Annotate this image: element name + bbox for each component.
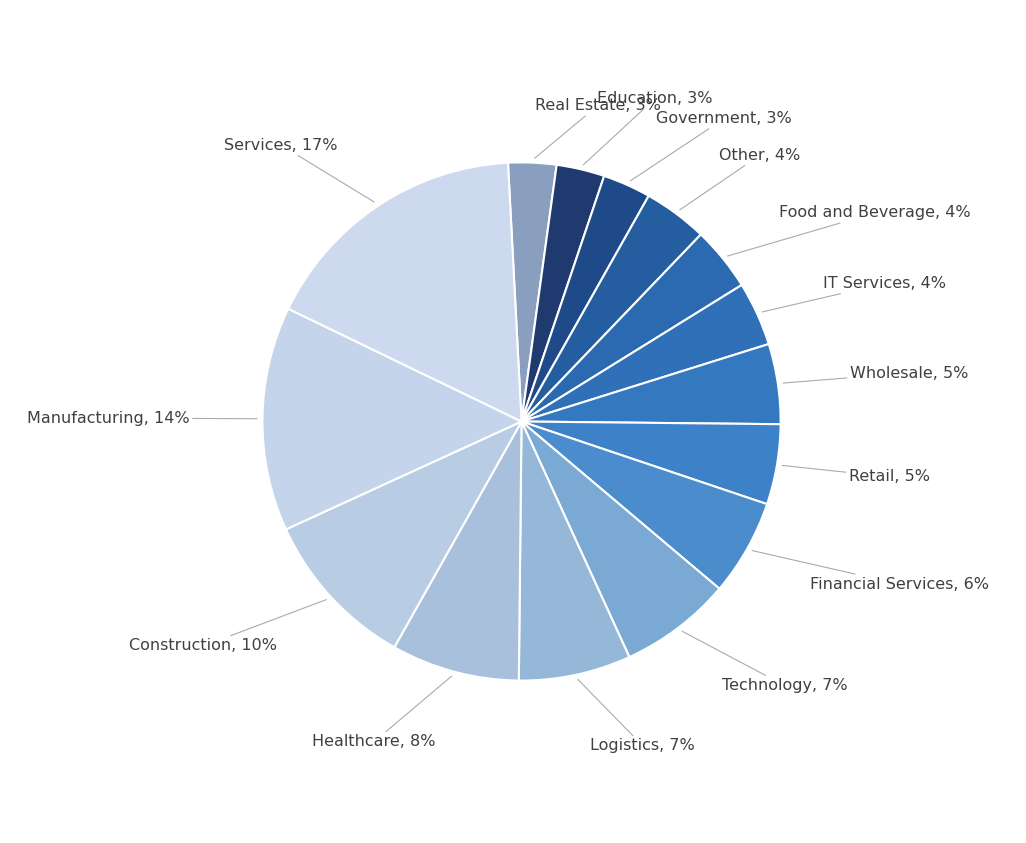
- Text: Healthcare, 8%: Healthcare, 8%: [312, 676, 451, 749]
- Text: Construction, 10%: Construction, 10%: [129, 599, 326, 653]
- Wedge shape: [508, 163, 557, 422]
- Text: Services, 17%: Services, 17%: [225, 137, 374, 202]
- Wedge shape: [521, 164, 604, 422]
- Wedge shape: [519, 422, 629, 680]
- Wedge shape: [288, 163, 521, 422]
- Text: Wholesale, 5%: Wholesale, 5%: [783, 366, 968, 383]
- Text: Real Estate, 3%: Real Estate, 3%: [535, 98, 661, 158]
- Wedge shape: [521, 344, 781, 424]
- Text: Other, 4%: Other, 4%: [680, 148, 800, 210]
- Text: IT Services, 4%: IT Services, 4%: [762, 276, 946, 312]
- Wedge shape: [394, 422, 521, 680]
- Wedge shape: [521, 422, 767, 588]
- Wedge shape: [521, 234, 742, 422]
- Wedge shape: [521, 285, 768, 422]
- Text: Technology, 7%: Technology, 7%: [682, 631, 847, 693]
- Wedge shape: [521, 422, 719, 657]
- Text: Logistics, 7%: Logistics, 7%: [578, 679, 696, 754]
- Wedge shape: [521, 196, 701, 422]
- Text: Financial Services, 6%: Financial Services, 6%: [752, 550, 989, 592]
- Text: Retail, 5%: Retail, 5%: [782, 465, 930, 485]
- Wedge shape: [521, 422, 781, 504]
- Wedge shape: [286, 422, 521, 647]
- Wedge shape: [521, 176, 648, 422]
- Wedge shape: [263, 309, 521, 529]
- Text: Manufacturing, 14%: Manufacturing, 14%: [28, 411, 258, 426]
- Text: Government, 3%: Government, 3%: [630, 111, 792, 181]
- Text: Food and Beverage, 4%: Food and Beverage, 4%: [727, 206, 971, 256]
- Text: Education, 3%: Education, 3%: [584, 91, 713, 165]
